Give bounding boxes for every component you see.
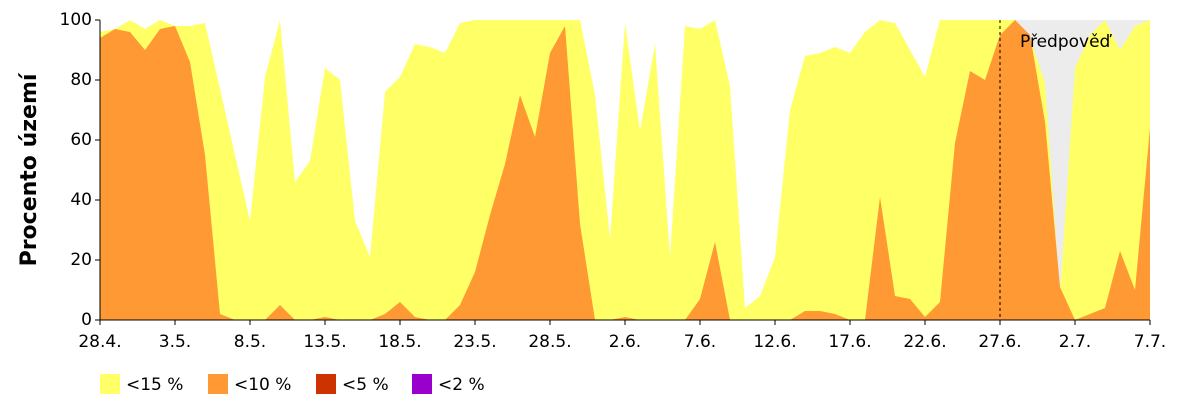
x-tick-label: 13.5.	[303, 332, 346, 352]
x-tick-label: 2.7.	[1059, 332, 1091, 352]
x-tick-label: 28.4.	[78, 332, 121, 352]
x-tick-label: 3.5.	[159, 332, 191, 352]
y-tick-label: 100	[60, 10, 92, 30]
x-tick-label: 2.6.	[609, 332, 641, 352]
x-tick-label: 7.6.	[684, 332, 716, 352]
x-tick-label: 22.6.	[903, 332, 946, 352]
x-tick-label: 7.7.	[1134, 332, 1166, 352]
x-tick-label: 27.6.	[978, 332, 1021, 352]
legend-swatch	[208, 374, 228, 394]
x-tick-label: 8.5.	[234, 332, 266, 352]
area	[100, 20, 1150, 320]
x-tick-label: 12.6.	[753, 332, 796, 352]
y-tick-label: 40	[70, 190, 92, 210]
legend-label: <2 %	[438, 375, 485, 395]
y-tick-label: 80	[70, 70, 92, 90]
legend-label: <10 %	[234, 375, 291, 395]
annotation: Předpověď	[1020, 32, 1113, 52]
legend-swatch	[316, 374, 336, 394]
y-tick-label: 0	[81, 310, 92, 330]
y-tick-label: 60	[70, 130, 92, 150]
area	[100, 20, 1150, 320]
x-tick-label: 17.6.	[828, 332, 871, 352]
legend-label: <15 %	[126, 375, 183, 395]
y-tick-label: 20	[70, 250, 92, 270]
legend-swatch	[412, 374, 432, 394]
legend-label: <5 %	[342, 375, 389, 395]
legend-swatch	[100, 374, 120, 394]
x-tick-label: 23.5.	[453, 332, 496, 352]
x-tick-label: 18.5.	[378, 332, 421, 352]
x-tick-label: 28.5.	[528, 332, 571, 352]
y-axis-label: Procento území	[17, 72, 42, 266]
